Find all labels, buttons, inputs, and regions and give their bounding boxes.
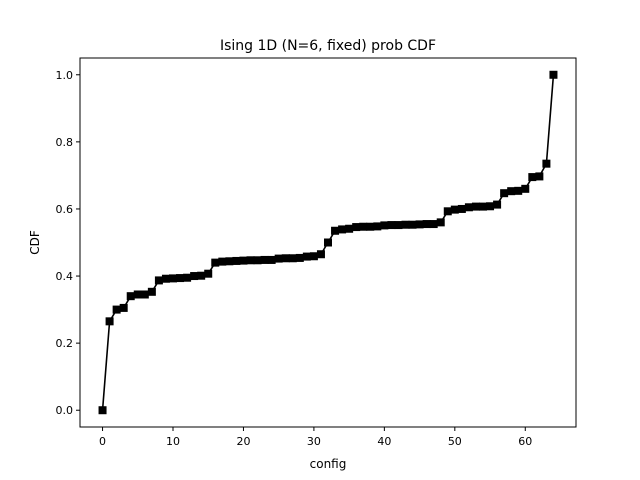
y-tick-label: 0.2 [56,337,74,350]
data-point-marker [239,256,248,265]
data-point-marker [225,257,234,266]
x-tick-label: 50 [448,435,462,448]
chart-title: Ising 1D (N=6, fixed) prob CDF [220,38,436,54]
data-point-marker [302,252,311,261]
data-point-marker [493,200,502,209]
data-point-marker [394,221,403,230]
data-point-marker [415,220,424,229]
data-point-marker [176,274,185,283]
x-axis-label: config [310,457,347,471]
x-tick-label: 40 [377,435,391,448]
data-point-marker [119,303,128,312]
x-tick-label: 30 [307,435,321,448]
data-point-marker [232,256,241,265]
data-point-marker [549,70,558,79]
data-point-marker [436,218,445,227]
data-point-marker [140,290,149,299]
data-point-marker [464,203,473,212]
data-point-marker [408,220,417,229]
data-point-marker [197,271,206,280]
data-point-marker [387,221,396,230]
x-tick-label: 60 [518,435,532,448]
data-point-marker [154,276,163,285]
data-point-marker [133,290,142,299]
data-point-marker [267,255,276,264]
x-axis-ticks: 0 10 20 30 40 50 60 [99,427,532,448]
data-point-marker [345,224,354,233]
data-point-marker [246,256,255,265]
data-point-marker [183,273,192,282]
data-point-marker [281,254,290,263]
data-point-marker [126,292,135,301]
data-point-marker [169,274,177,283]
axes-frame [79,57,577,428]
data-point-marker [112,305,121,314]
data-point-marker [528,173,537,182]
data-point-marker [457,204,466,213]
y-axis-ticks: 0.0 0.2 0.4 0.6 0.8 1.0 [56,69,80,417]
y-tick-label: 0.8 [56,136,74,149]
data-point-marker [190,272,199,281]
data-point-marker [338,225,347,234]
data-point-marker [443,207,452,216]
data-point-marker [401,220,410,229]
x-tick-label: 10 [166,435,180,448]
y-tick-label: 1.0 [56,69,74,82]
data-point-marker [380,221,389,230]
y-tick-label: 0.0 [56,404,74,417]
y-tick-label: 0.6 [56,203,74,216]
data-point-marker [98,406,107,415]
data-point-marker [316,250,325,259]
data-point-marker [204,269,213,278]
data-point-marker [521,184,530,193]
data-point-marker [500,189,509,198]
data-point-marker [211,258,220,267]
data-point-marker [479,202,487,211]
x-tick-label: 20 [236,435,250,448]
y-tick-label: 0.4 [56,270,74,283]
data-point-marker [295,253,304,262]
data-point-marker [288,254,297,263]
data-point-marker [535,172,544,181]
x-tick-label: 0 [99,435,106,448]
data-point-marker [147,287,156,296]
data-point-marker [105,317,114,326]
data-point-marker [359,222,368,231]
data-point-marker [324,238,332,247]
plot-area [98,70,558,415]
data-point-marker [422,220,431,229]
data-point-marker [218,257,227,266]
data-point-marker [309,252,318,261]
data-point-marker [471,202,480,211]
data-point-marker [450,205,459,214]
data-point-marker [352,223,361,232]
data-point-marker [253,256,262,265]
data-point-marker [429,220,438,229]
data-point-marker [507,187,516,196]
data-point-marker [373,222,382,231]
y-axis-label: CDF [28,230,42,255]
data-point-marker [260,255,269,264]
data-point-marker [486,202,495,211]
data-point-marker [274,254,283,263]
data-point-marker [366,222,375,231]
data-point-marker [542,159,551,168]
data-point-marker [161,274,170,283]
data-point-marker [514,186,523,195]
data-point-marker [331,226,340,235]
